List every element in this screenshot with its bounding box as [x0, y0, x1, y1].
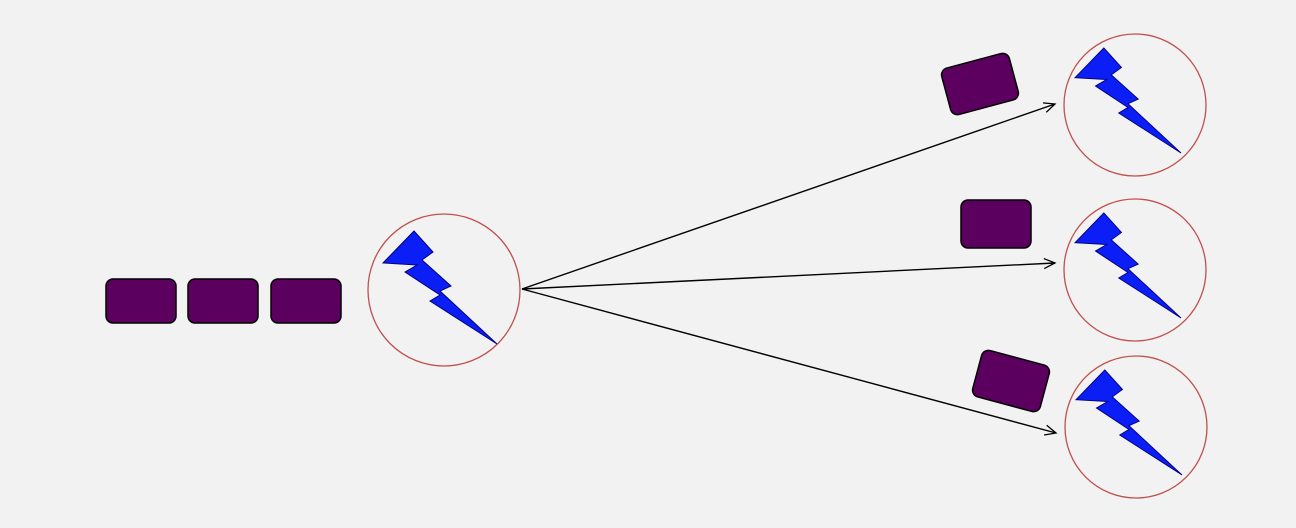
- edge-arrow: [521, 257, 1057, 290]
- target-node: [1064, 355, 1208, 499]
- in-flight-message: [940, 52, 1020, 116]
- in-flight-messages: [940, 52, 1051, 413]
- message-queue: [105, 278, 342, 324]
- queued-message: [270, 278, 342, 324]
- target-node-circle: [1063, 198, 1207, 342]
- lightning-bolt-icon: [1074, 47, 1182, 154]
- lightning-bolt-icon: [1074, 212, 1182, 319]
- lightning-bolt-icon: [382, 230, 498, 345]
- source-node-circle: [367, 213, 521, 367]
- edges: [521, 102, 1058, 436]
- lightning-bolt-icon: [1075, 369, 1183, 476]
- target-node-circle: [1063, 33, 1207, 177]
- target-node: [1063, 33, 1207, 177]
- in-flight-message: [960, 199, 1032, 249]
- target-node-circle: [1064, 355, 1208, 499]
- source-node: [367, 213, 521, 367]
- queued-message: [187, 278, 259, 324]
- queued-message: [105, 278, 177, 324]
- edge-arrow: [521, 288, 1058, 436]
- in-flight-message: [971, 349, 1051, 413]
- target-nodes: [1063, 33, 1208, 499]
- edge-arrow: [521, 102, 1057, 290]
- target-node: [1063, 198, 1207, 342]
